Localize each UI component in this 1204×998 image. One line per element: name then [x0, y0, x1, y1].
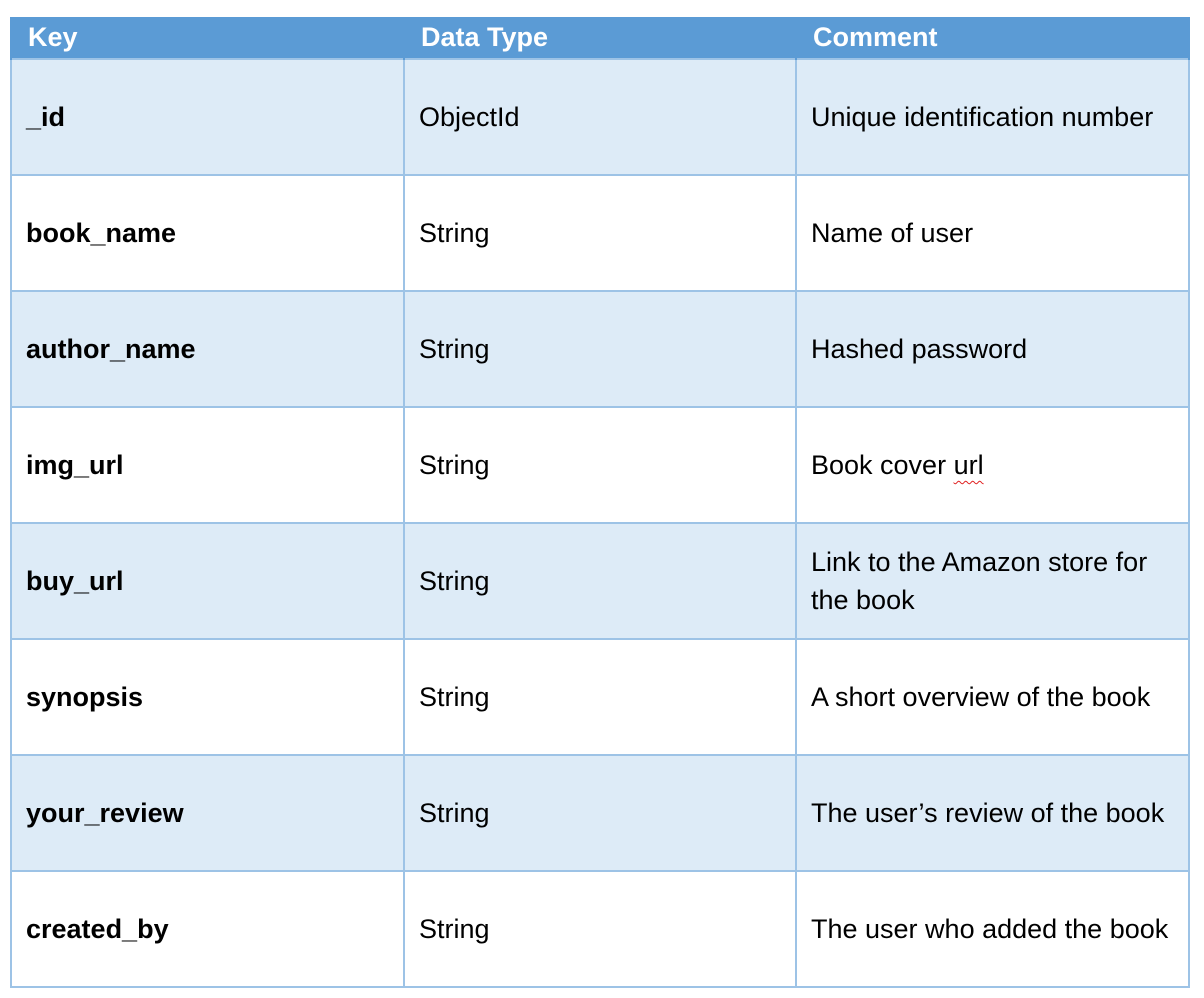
- type-cell: ObjectId: [403, 58, 797, 176]
- key-cell: author_name: [10, 290, 405, 408]
- table-row: _id ObjectId Unique identification numbe…: [10, 58, 1190, 176]
- comment-cell: A short overview of the book: [795, 638, 1190, 756]
- comment-text: Book cover: [811, 450, 954, 480]
- key-cell: synopsis: [10, 638, 405, 756]
- comment-cell: Book cover url: [795, 406, 1190, 524]
- spellcheck-flagged-word: url: [953, 450, 984, 480]
- comment-cell: Unique identification number: [795, 58, 1190, 176]
- table-row: buy_url String Link to the Amazon store …: [10, 522, 1190, 640]
- table-row: synopsis String A short overview of the …: [10, 638, 1190, 756]
- table-row: img_url String Book cover url: [10, 406, 1190, 524]
- header-data-type: Data Type: [403, 17, 797, 59]
- key-cell: _id: [10, 58, 405, 176]
- table-header: Key Data Type Comment: [10, 17, 1190, 59]
- header-row: Key Data Type Comment: [10, 17, 1190, 59]
- type-cell: String: [403, 522, 797, 640]
- type-cell: String: [403, 870, 797, 988]
- comment-cell: Name of user: [795, 174, 1190, 292]
- type-cell: String: [403, 290, 797, 408]
- table-body: _id ObjectId Unique identification numbe…: [10, 58, 1190, 988]
- type-cell: String: [403, 638, 797, 756]
- comment-cell: The user’s review of the book: [795, 754, 1190, 872]
- comment-cell: Hashed password: [795, 290, 1190, 408]
- header-key: Key: [10, 17, 405, 59]
- key-cell: your_review: [10, 754, 405, 872]
- table-row: book_name String Name of user: [10, 174, 1190, 292]
- schema-table: Key Data Type Comment _id ObjectId Uniqu…: [10, 17, 1190, 988]
- comment-cell: Link to the Amazon store for the book: [795, 522, 1190, 640]
- table-row: your_review String The user’s review of …: [10, 754, 1190, 872]
- type-cell: String: [403, 406, 797, 524]
- comment-cell: The user who added the book: [795, 870, 1190, 988]
- type-cell: String: [403, 174, 797, 292]
- key-cell: buy_url: [10, 522, 405, 640]
- type-cell: String: [403, 754, 797, 872]
- key-cell: book_name: [10, 174, 405, 292]
- header-comment: Comment: [795, 17, 1190, 59]
- table-row: author_name String Hashed password: [10, 290, 1190, 408]
- key-cell: img_url: [10, 406, 405, 524]
- table-row: created_by String The user who added the…: [10, 870, 1190, 988]
- key-cell: created_by: [10, 870, 405, 988]
